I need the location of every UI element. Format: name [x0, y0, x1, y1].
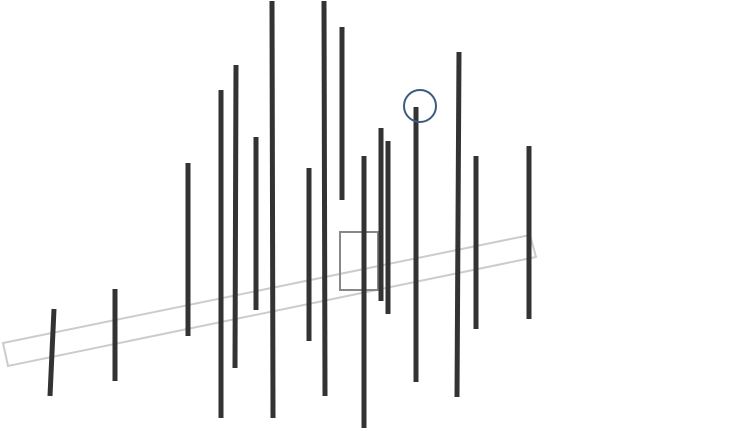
stick[interactable]: [321, 0, 328, 397]
stick[interactable]: [232, 64, 239, 369]
circle-cursor-icon[interactable]: [403, 89, 437, 123]
stick[interactable]: [47, 308, 57, 397]
sticks-group[interactable]: [47, 0, 532, 428]
square-target-icon: [339, 231, 379, 291]
stick[interactable]: [454, 51, 462, 398]
stick[interactable]: [269, 0, 276, 419]
tilted-track: [1, 233, 538, 368]
